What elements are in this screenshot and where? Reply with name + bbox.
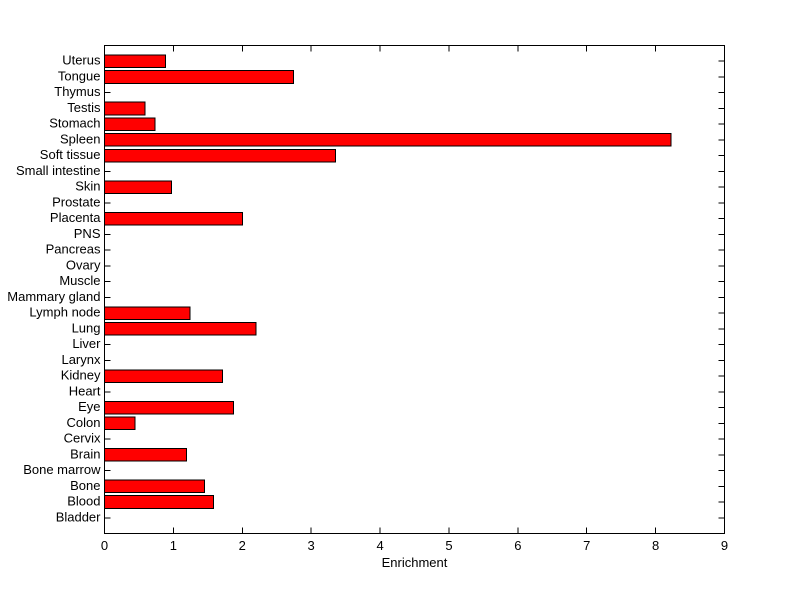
svg-text:Enrichment: Enrichment: [382, 555, 448, 570]
svg-text:Liver: Liver: [72, 336, 101, 351]
svg-text:Lymph node: Lymph node: [29, 305, 100, 320]
svg-text:Soft tissue: Soft tissue: [40, 147, 101, 162]
svg-text:Thymus: Thymus: [54, 84, 101, 99]
svg-text:Prostate: Prostate: [52, 194, 100, 209]
svg-text:Blood: Blood: [67, 494, 100, 509]
svg-text:Small intestine: Small intestine: [16, 163, 101, 178]
svg-text:1: 1: [170, 538, 177, 553]
svg-text:Colon: Colon: [67, 415, 101, 430]
svg-text:Larynx: Larynx: [61, 352, 101, 367]
svg-text:Uterus: Uterus: [62, 53, 101, 68]
svg-text:9: 9: [721, 538, 728, 553]
svg-text:Kidney: Kidney: [61, 368, 101, 383]
svg-text:Muscle: Muscle: [59, 273, 100, 288]
svg-text:Testis: Testis: [67, 100, 101, 115]
svg-text:4: 4: [376, 538, 383, 553]
svg-text:8: 8: [652, 538, 659, 553]
svg-text:Ovary: Ovary: [66, 257, 101, 272]
svg-text:Spleen: Spleen: [60, 131, 100, 146]
svg-text:Mammary gland: Mammary gland: [7, 289, 100, 304]
svg-text:Eye: Eye: [78, 399, 100, 414]
svg-text:Bone: Bone: [70, 478, 100, 493]
svg-text:5: 5: [445, 538, 452, 553]
svg-text:Stomach: Stomach: [49, 116, 100, 131]
svg-text:3: 3: [308, 538, 315, 553]
svg-text:Bone marrow: Bone marrow: [23, 462, 101, 477]
svg-text:Pancreas: Pancreas: [46, 242, 101, 257]
svg-text:0: 0: [101, 538, 108, 553]
svg-text:PNS: PNS: [74, 226, 101, 241]
svg-text:Placenta: Placenta: [50, 210, 101, 225]
svg-text:Bladder: Bladder: [56, 509, 101, 524]
svg-text:Cervix: Cervix: [64, 431, 101, 446]
svg-text:7: 7: [583, 538, 590, 553]
svg-text:Heart: Heart: [69, 383, 101, 398]
svg-text:6: 6: [514, 538, 521, 553]
svg-text:Lung: Lung: [72, 320, 101, 335]
svg-text:Skin: Skin: [75, 179, 100, 194]
svg-text:Brain: Brain: [70, 446, 100, 461]
svg-text:2: 2: [239, 538, 246, 553]
svg-text:Tongue: Tongue: [58, 68, 101, 83]
